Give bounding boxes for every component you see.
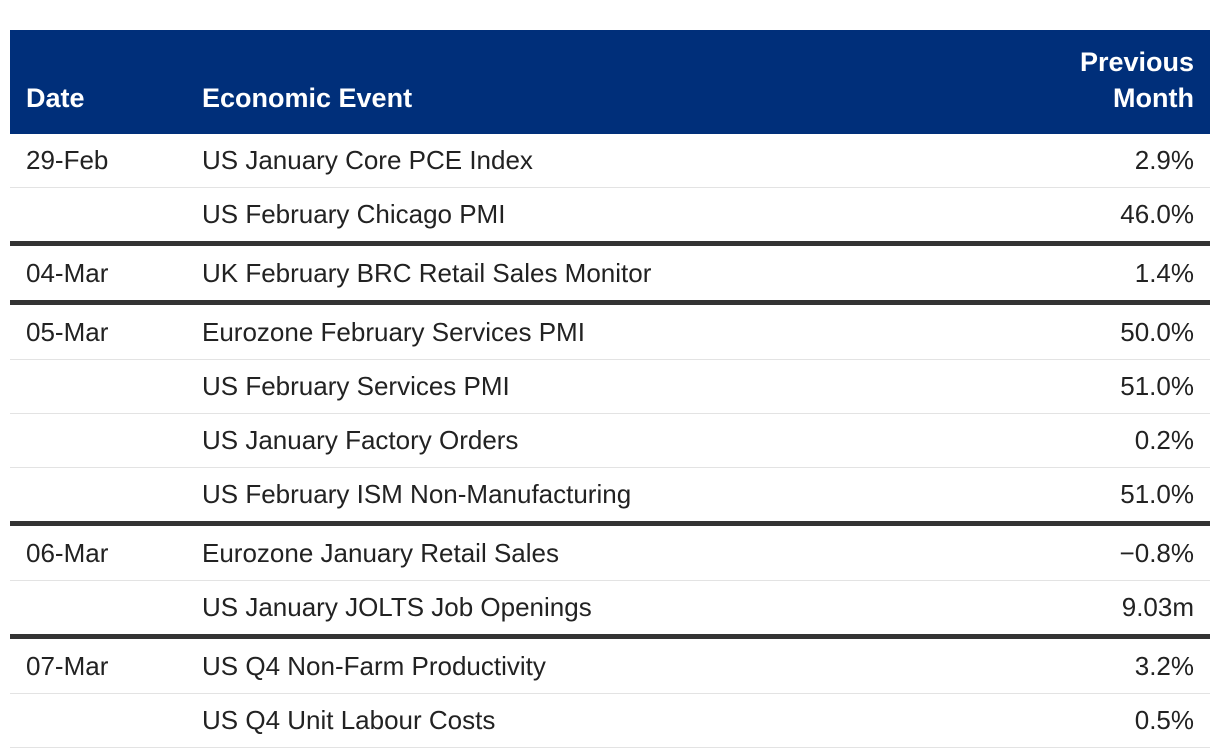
row-date [10, 359, 186, 414]
table-row: 06-Mar Eurozone January Retail Sales −0.… [10, 523, 1210, 581]
header-previous-month: Previous Month [960, 30, 1210, 134]
row-previous: 3.2% [960, 636, 1210, 694]
row-event: UK February BRC Retail Sales Monitor [186, 243, 960, 305]
economic-calendar: Date Economic Event Previous Month 29-Fe… [10, 30, 1210, 748]
header-row: Date Economic Event Previous Month [10, 30, 1210, 134]
table-row: 07-Mar US Q4 Non-Farm Productivity 3.2% [10, 636, 1210, 694]
row-event: Eurozone February Services PMI [186, 302, 960, 360]
row-event: US January Core PCE Index [186, 134, 960, 188]
row-date [10, 580, 186, 639]
row-date: 05-Mar [10, 302, 186, 360]
table-row: 04-Mar UK February BRC Retail Sales Moni… [10, 243, 1210, 305]
row-previous: 0.5% [960, 693, 1210, 748]
row-event: US February ISM Non-Manufacturing [186, 467, 960, 526]
row-previous: 1.4% [960, 243, 1210, 305]
table-row: US January JOLTS Job Openings 9.03m [10, 580, 1210, 639]
table-row: 05-Mar Eurozone February Services PMI 50… [10, 302, 1210, 360]
table-row: US Q4 Unit Labour Costs 0.5% [10, 693, 1210, 748]
row-date: 07-Mar [10, 636, 186, 694]
row-date [10, 467, 186, 526]
row-date [10, 187, 186, 246]
table-row: US January Factory Orders 0.2% [10, 413, 1210, 468]
row-event: US February Chicago PMI [186, 187, 960, 246]
table-row: US February Chicago PMI 46.0% [10, 187, 1210, 246]
row-date: 06-Mar [10, 523, 186, 581]
header-previous-line1: Previous [1079, 47, 1194, 77]
table-row: US February ISM Non-Manufacturing 51.0% [10, 467, 1210, 526]
economic-events-table: Date Economic Event Previous Month 29-Fe… [10, 30, 1210, 748]
row-previous: 51.0% [960, 359, 1210, 414]
row-previous: 0.2% [960, 413, 1210, 468]
row-date [10, 693, 186, 748]
table-header: Date Economic Event Previous Month [10, 30, 1210, 134]
row-date: 04-Mar [10, 243, 186, 305]
table-body: 29-Feb US January Core PCE Index 2.9% US… [10, 134, 1210, 748]
row-event: US Q4 Unit Labour Costs [186, 693, 960, 748]
table-row: US February Services PMI 51.0% [10, 359, 1210, 414]
row-previous: 9.03m [960, 580, 1210, 639]
row-event: US January Factory Orders [186, 413, 960, 468]
row-event: US January JOLTS Job Openings [186, 580, 960, 639]
row-event: US February Services PMI [186, 359, 960, 414]
table-row: 29-Feb US January Core PCE Index 2.9% [10, 134, 1210, 188]
row-previous: 2.9% [960, 134, 1210, 188]
row-previous: 50.0% [960, 302, 1210, 360]
header-event: Economic Event [202, 83, 413, 113]
row-event: US Q4 Non-Farm Productivity [186, 636, 960, 694]
row-date [10, 413, 186, 468]
row-date: 29-Feb [10, 134, 186, 188]
row-event: Eurozone January Retail Sales [186, 523, 960, 581]
header-previous-line2: Month [1113, 83, 1194, 113]
row-previous: 46.0% [960, 187, 1210, 246]
row-previous: −0.8% [960, 523, 1210, 581]
header-date: Date [26, 83, 85, 113]
row-previous: 51.0% [960, 467, 1210, 526]
